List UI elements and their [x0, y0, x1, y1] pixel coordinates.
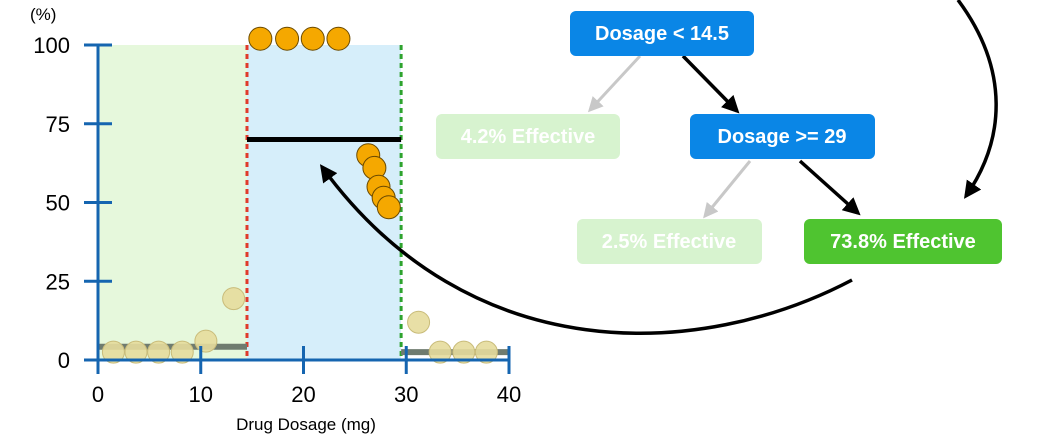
- data-point-faded-9: [474, 340, 498, 364]
- x-axis-label: Drug Dosage (mg): [236, 415, 376, 434]
- tree-node-root: Dosage < 14.5: [570, 11, 754, 56]
- tree-leaf-left-label: 4.2% Effective: [461, 126, 596, 148]
- data-point-0: [248, 26, 273, 51]
- data-point-faded-7: [428, 340, 452, 364]
- region-0: [98, 45, 247, 360]
- x-tick-label-40: 40: [497, 382, 521, 407]
- tree-leaf-right-right: 73.8% Effective: [804, 219, 1002, 264]
- tree-leaf-right-left-label: 2.5% Effective: [602, 231, 737, 253]
- y-tick-label-75: 75: [46, 112, 70, 137]
- dosage-chart: 0 25 50 75 100 0 10 20 30 40 (%) Drug Dosage (mg): [30, 5, 521, 434]
- data-point-faded-0: [101, 340, 125, 364]
- chart-axes: 0 25 50 75 100 0 10 20 30 40: [33, 33, 521, 407]
- tree-node-right-label: Dosage >= 29: [718, 126, 847, 148]
- y-tick-label-50: 50: [46, 191, 70, 216]
- curved-arrow-to-chart: [319, 164, 853, 335]
- data-point-8: [376, 195, 401, 220]
- tree-leaf-right-left: 2.5% Effective: [577, 219, 762, 264]
- tree-node-right: Dosage >= 29: [690, 114, 875, 159]
- data-point-faded-8: [452, 340, 476, 364]
- data-point-faded-1: [124, 340, 148, 364]
- data-point-3: [326, 26, 351, 51]
- data-point-faded-6: [407, 310, 431, 334]
- data-point-2: [300, 26, 325, 51]
- edge-right-node-to-right-leaf: [798, 159, 861, 216]
- tree-leaf-right-right-label: 73.8% Effective: [830, 231, 976, 253]
- data-point-1: [275, 26, 300, 51]
- data-point-faded-4: [194, 329, 218, 353]
- x-tick-label-20: 20: [291, 382, 315, 407]
- data-point-faded-2: [147, 340, 171, 364]
- y-tick-label-0: 0: [58, 348, 70, 373]
- data-point-faded-5: [222, 287, 246, 311]
- tree-leaf-left: 4.2% Effective: [436, 114, 620, 159]
- edge-root-to-left-leaf: [587, 54, 642, 113]
- edge-right-node-to-left-leaf: [703, 160, 752, 219]
- y-tick-label-25: 25: [46, 269, 70, 294]
- tree-node-root-label: Dosage < 14.5: [595, 23, 729, 45]
- decision-tree: Dosage < 14.5 4.2% Effective Dosage >= 2…: [319, 0, 1002, 335]
- curved-arrow-into-leaf: [956, 0, 998, 199]
- y-tick-label-100: 100: [33, 33, 70, 58]
- region-2: [401, 45, 509, 360]
- x-tick-label-30: 30: [394, 382, 418, 407]
- y-axis-unit-label: (%): [30, 5, 56, 24]
- x-tick-label-0: 0: [92, 382, 104, 407]
- data-point-faded-3: [170, 340, 194, 364]
- edge-root-to-right-node: [681, 54, 740, 114]
- x-tick-label-10: 10: [189, 382, 213, 407]
